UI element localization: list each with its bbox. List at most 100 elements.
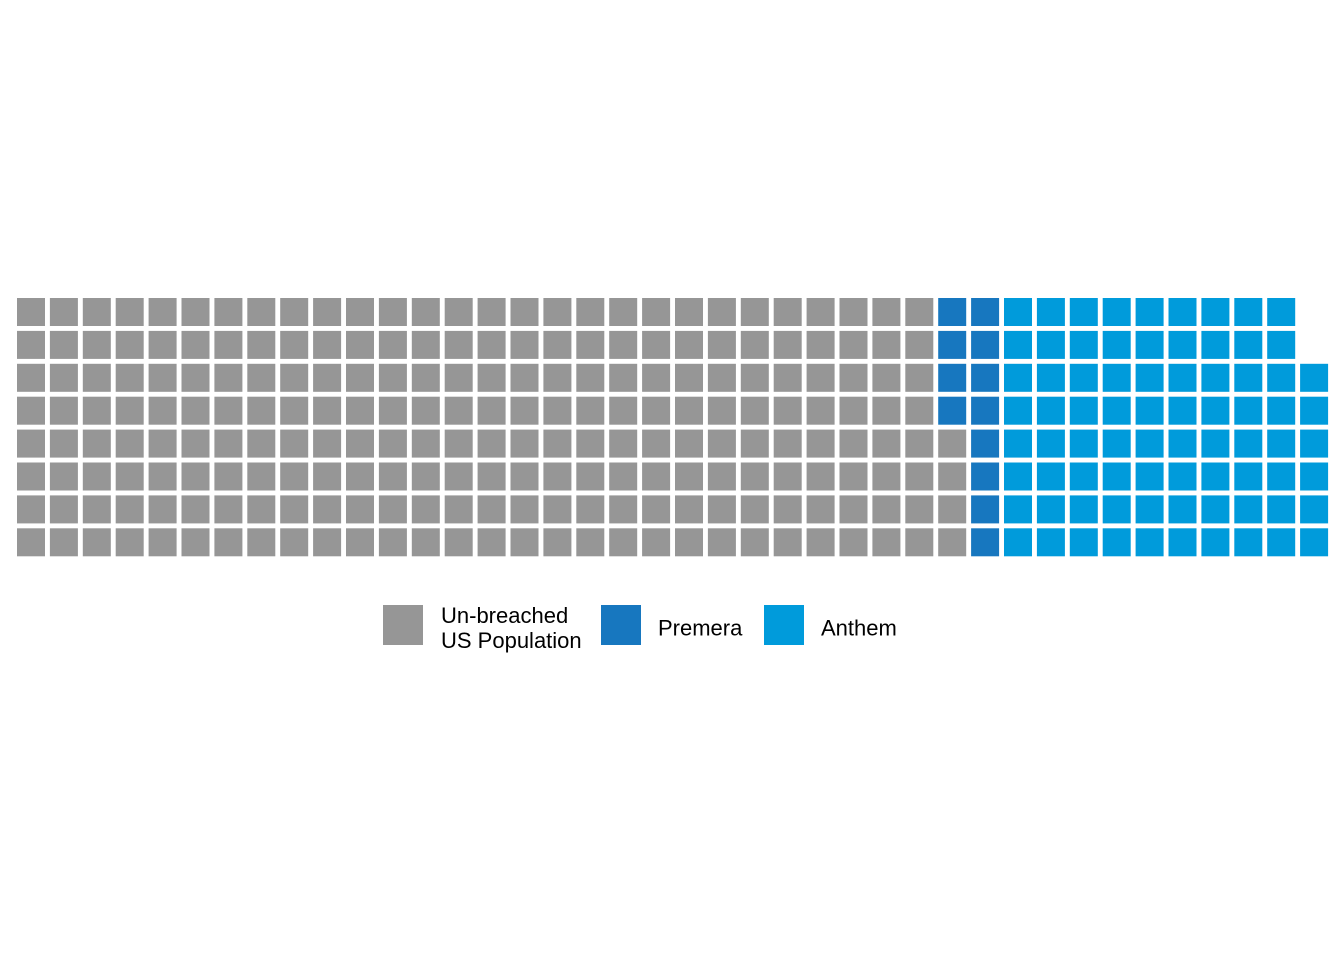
waffle-cell-un-breached-us-population xyxy=(49,462,78,491)
waffle-cell-un-breached-us-population xyxy=(181,462,210,491)
waffle-cell-anthem xyxy=(1036,528,1065,557)
waffle-cell-un-breached-us-population xyxy=(115,298,144,326)
waffle-cell-un-breached-us-population xyxy=(49,528,78,557)
waffle-cell-un-breached-us-population xyxy=(477,330,506,359)
waffle-cell-premera xyxy=(938,298,967,326)
waffle-cell-un-breached-us-population xyxy=(444,462,473,491)
waffle-cell-un-breached-us-population xyxy=(49,330,78,359)
waffle-cell-un-breached-us-population xyxy=(17,396,45,425)
waffle-cell-un-breached-us-population xyxy=(675,495,703,524)
waffle-cell-un-breached-us-population xyxy=(707,298,736,326)
waffle-cell-un-breached-us-population xyxy=(510,396,539,425)
waffle-cell-un-breached-us-population xyxy=(411,298,440,326)
waffle-cell-un-breached-us-population xyxy=(214,363,243,392)
waffle-cell-un-breached-us-population xyxy=(115,396,144,425)
waffle-cell-un-breached-us-population xyxy=(247,495,276,524)
waffle-cell-un-breached-us-population xyxy=(477,495,506,524)
waffle-cell-anthem xyxy=(1004,298,1032,326)
waffle-cell-un-breached-us-population xyxy=(148,528,177,557)
waffle-cell-anthem xyxy=(1300,528,1329,557)
waffle-cell-un-breached-us-population xyxy=(642,396,671,425)
waffle-cell-anthem xyxy=(1267,462,1296,491)
waffle-cell-un-breached-us-population xyxy=(839,363,868,392)
legend-swatch-premera xyxy=(601,605,641,645)
waffle-cell-un-breached-us-population xyxy=(872,495,901,524)
legend-label-premera: Premera xyxy=(658,616,743,641)
waffle-cell-un-breached-us-population xyxy=(839,396,868,425)
waffle-cell-anthem xyxy=(1069,396,1098,425)
waffle-cell-un-breached-us-population xyxy=(247,396,276,425)
waffle-cell-un-breached-us-population xyxy=(444,429,473,458)
waffle-cell-premera xyxy=(971,528,1000,557)
waffle-cell-un-breached-us-population xyxy=(872,363,901,392)
waffle-cell-un-breached-us-population xyxy=(49,298,78,326)
waffle-cell-anthem xyxy=(1036,429,1065,458)
waffle-cell-anthem xyxy=(1267,298,1296,326)
waffle-cell-un-breached-us-population xyxy=(346,298,374,326)
waffle-cell-anthem xyxy=(1004,396,1032,425)
waffle-cell-un-breached-us-population xyxy=(675,429,703,458)
waffle-cell-un-breached-us-population xyxy=(510,429,539,458)
waffle-cell-un-breached-us-population xyxy=(740,396,769,425)
waffle-cell-un-breached-us-population xyxy=(806,462,835,491)
waffle-cell-un-breached-us-population xyxy=(477,396,506,425)
waffle-cell-anthem xyxy=(1201,429,1230,458)
waffle-cell-un-breached-us-population xyxy=(82,495,111,524)
waffle-cell-un-breached-us-population xyxy=(313,396,342,425)
waffle-cell-un-breached-us-population xyxy=(444,528,473,557)
waffle-cell-un-breached-us-population xyxy=(477,363,506,392)
waffle-cell-un-breached-us-population xyxy=(214,429,243,458)
waffle-cell-un-breached-us-population xyxy=(707,495,736,524)
waffle-cell-un-breached-us-population xyxy=(609,330,638,359)
waffle-cell-premera xyxy=(938,363,967,392)
waffle-cell-un-breached-us-population xyxy=(82,363,111,392)
waffle-cell-un-breached-us-population xyxy=(839,330,868,359)
waffle-cell-un-breached-us-population xyxy=(675,298,703,326)
waffle-cell-un-breached-us-population xyxy=(510,495,539,524)
waffle-cell-un-breached-us-population xyxy=(214,462,243,491)
waffle-cell-anthem xyxy=(1069,462,1098,491)
waffle-cell-anthem xyxy=(1267,528,1296,557)
waffle-cell-un-breached-us-population xyxy=(905,495,934,524)
waffle-cell-un-breached-us-population xyxy=(115,462,144,491)
waffle-cell-anthem xyxy=(1201,528,1230,557)
waffle-cell-un-breached-us-population xyxy=(214,528,243,557)
waffle-cell-un-breached-us-population xyxy=(17,429,45,458)
waffle-cell-un-breached-us-population xyxy=(938,462,967,491)
waffle-cell-un-breached-us-population xyxy=(378,462,407,491)
waffle-cell-un-breached-us-population xyxy=(115,429,144,458)
waffle-cell-un-breached-us-population xyxy=(444,363,473,392)
waffle-cell-un-breached-us-population xyxy=(806,429,835,458)
waffle-cell-anthem xyxy=(1004,363,1032,392)
waffle-cell-anthem xyxy=(1069,495,1098,524)
waffle-cell-un-breached-us-population xyxy=(115,330,144,359)
waffle-cell-anthem xyxy=(1234,429,1263,458)
waffle-cell-un-breached-us-population xyxy=(543,330,572,359)
waffle-cell-un-breached-us-population xyxy=(905,528,934,557)
waffle-cell-un-breached-us-population xyxy=(740,462,769,491)
waffle-cell-un-breached-us-population xyxy=(280,396,309,425)
waffle-cell-un-breached-us-population xyxy=(510,330,539,359)
waffle-cell-anthem xyxy=(1168,429,1197,458)
waffle-cell-un-breached-us-population xyxy=(411,330,440,359)
waffle-cell-un-breached-us-population xyxy=(214,396,243,425)
waffle-cell-un-breached-us-population xyxy=(378,363,407,392)
waffle-cell-un-breached-us-population xyxy=(707,528,736,557)
waffle-cell-un-breached-us-population xyxy=(82,330,111,359)
waffle-cell-un-breached-us-population xyxy=(444,495,473,524)
waffle-cell-un-breached-us-population xyxy=(642,298,671,326)
waffle-cell-un-breached-us-population xyxy=(740,363,769,392)
waffle-cell-un-breached-us-population xyxy=(675,330,703,359)
waffle-cell-un-breached-us-population xyxy=(938,429,967,458)
waffle-cell-un-breached-us-population xyxy=(806,528,835,557)
waffle-cell-un-breached-us-population xyxy=(214,330,243,359)
waffle-cell-anthem xyxy=(1201,298,1230,326)
waffle-cell-un-breached-us-population xyxy=(378,495,407,524)
waffle-cell-un-breached-us-population xyxy=(773,495,802,524)
waffle-cell-un-breached-us-population xyxy=(346,396,374,425)
waffle-cell-un-breached-us-population xyxy=(642,495,671,524)
waffle-cell-un-breached-us-population xyxy=(642,528,671,557)
waffle-cell-anthem xyxy=(1135,363,1164,392)
